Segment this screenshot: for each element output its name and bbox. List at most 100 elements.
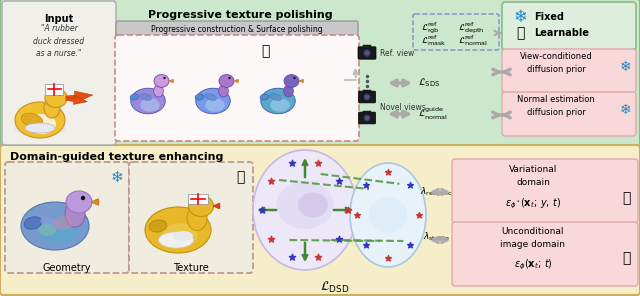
Ellipse shape bbox=[195, 94, 204, 100]
Text: Progressive construction & Surface polishing: Progressive construction & Surface polis… bbox=[151, 25, 323, 35]
Ellipse shape bbox=[284, 85, 293, 97]
FancyBboxPatch shape bbox=[5, 162, 129, 273]
Point bbox=[383, 170, 393, 175]
Text: Geometry: Geometry bbox=[43, 263, 92, 273]
Ellipse shape bbox=[14, 121, 66, 135]
Ellipse shape bbox=[205, 98, 225, 112]
Text: Normal estimation
diffusion prior: Normal estimation diffusion prior bbox=[517, 95, 595, 117]
Ellipse shape bbox=[24, 217, 42, 229]
Ellipse shape bbox=[284, 75, 299, 87]
Point bbox=[405, 243, 415, 247]
FancyArrow shape bbox=[66, 96, 88, 104]
Text: Progressive texture polishing: Progressive texture polishing bbox=[148, 10, 333, 20]
FancyBboxPatch shape bbox=[45, 84, 63, 95]
FancyBboxPatch shape bbox=[452, 159, 638, 223]
Point bbox=[414, 213, 424, 217]
Ellipse shape bbox=[149, 220, 167, 232]
Text: Texture: Texture bbox=[173, 263, 209, 273]
Circle shape bbox=[59, 93, 60, 94]
FancyBboxPatch shape bbox=[0, 145, 640, 295]
FancyBboxPatch shape bbox=[0, 0, 640, 147]
Circle shape bbox=[81, 196, 85, 200]
Text: $\mathcal{L}^{\rm ref}_{\rm depth}$: $\mathcal{L}^{\rm ref}_{\rm depth}$ bbox=[458, 20, 484, 36]
Point bbox=[334, 179, 344, 184]
Circle shape bbox=[203, 200, 207, 204]
Text: $\mathcal{L}_{\rm DSD}$: $\mathcal{L}_{\rm DSD}$ bbox=[321, 280, 349, 295]
Point bbox=[361, 182, 371, 187]
Text: Ref. view: Ref. view bbox=[380, 49, 414, 57]
Ellipse shape bbox=[350, 163, 426, 267]
Text: $\lambda_{\rm stable}$: $\lambda_{\rm stable}$ bbox=[422, 231, 449, 243]
Ellipse shape bbox=[219, 85, 228, 97]
Ellipse shape bbox=[140, 98, 160, 112]
Text: 🔥: 🔥 bbox=[622, 191, 630, 205]
FancyBboxPatch shape bbox=[115, 35, 359, 141]
FancyBboxPatch shape bbox=[363, 45, 371, 48]
Ellipse shape bbox=[205, 94, 216, 100]
Text: $\mathcal{L}^{\rm ref}_{\rm normal}$: $\mathcal{L}^{\rm ref}_{\rm normal}$ bbox=[458, 33, 488, 48]
Ellipse shape bbox=[66, 191, 92, 213]
Wedge shape bbox=[299, 79, 303, 83]
FancyBboxPatch shape bbox=[452, 222, 638, 286]
Ellipse shape bbox=[130, 94, 139, 100]
Text: Variational
domain: Variational domain bbox=[509, 165, 557, 187]
Text: ❄: ❄ bbox=[111, 170, 124, 185]
Wedge shape bbox=[169, 79, 173, 83]
Ellipse shape bbox=[154, 85, 163, 97]
Ellipse shape bbox=[28, 114, 56, 134]
Ellipse shape bbox=[39, 216, 79, 244]
Circle shape bbox=[365, 116, 369, 120]
Point bbox=[287, 255, 297, 259]
Circle shape bbox=[228, 77, 230, 79]
FancyBboxPatch shape bbox=[358, 47, 376, 59]
Ellipse shape bbox=[173, 231, 193, 241]
Ellipse shape bbox=[145, 207, 211, 253]
FancyBboxPatch shape bbox=[116, 21, 358, 39]
Text: $\mathcal{L}^{\rm ref}_{\rm rgb}$: $\mathcal{L}^{\rm ref}_{\rm rgb}$ bbox=[421, 20, 440, 36]
FancyBboxPatch shape bbox=[2, 1, 116, 145]
Text: $\lambda_{\rm realistic}$: $\lambda_{\rm realistic}$ bbox=[420, 186, 452, 198]
Point bbox=[266, 179, 276, 184]
FancyBboxPatch shape bbox=[358, 112, 376, 124]
FancyBboxPatch shape bbox=[358, 91, 376, 103]
FancyBboxPatch shape bbox=[129, 162, 253, 273]
Ellipse shape bbox=[187, 205, 207, 231]
Ellipse shape bbox=[21, 202, 89, 250]
Text: Domain-guided texture enhancing: Domain-guided texture enhancing bbox=[10, 152, 223, 162]
FancyBboxPatch shape bbox=[502, 49, 636, 93]
Ellipse shape bbox=[159, 232, 193, 248]
Point bbox=[383, 255, 393, 260]
Ellipse shape bbox=[369, 197, 407, 233]
FancyBboxPatch shape bbox=[364, 110, 371, 113]
Ellipse shape bbox=[65, 201, 85, 227]
Ellipse shape bbox=[270, 98, 290, 112]
Ellipse shape bbox=[44, 98, 60, 118]
Circle shape bbox=[363, 114, 371, 122]
Text: 🔥: 🔥 bbox=[622, 251, 630, 265]
Text: Fixed: Fixed bbox=[534, 12, 564, 22]
Point bbox=[287, 161, 297, 165]
Text: 🔥: 🔥 bbox=[261, 44, 269, 58]
Text: ❄: ❄ bbox=[620, 60, 632, 74]
Point bbox=[361, 243, 371, 247]
Wedge shape bbox=[213, 203, 220, 209]
Text: $\mathcal{L}^{\rm guide}_{\rm normal}$: $\mathcal{L}^{\rm guide}_{\rm normal}$ bbox=[418, 106, 448, 122]
Text: View-conditioned
diffusion prior: View-conditioned diffusion prior bbox=[520, 52, 593, 74]
Point bbox=[313, 161, 323, 165]
Ellipse shape bbox=[45, 89, 67, 107]
Ellipse shape bbox=[276, 181, 333, 229]
Text: 🔥: 🔥 bbox=[236, 170, 244, 184]
Ellipse shape bbox=[260, 94, 269, 100]
Text: "A rubber
duck dressed
as a nurse.": "A rubber duck dressed as a nurse." bbox=[33, 24, 84, 58]
Ellipse shape bbox=[25, 123, 55, 133]
Ellipse shape bbox=[131, 88, 165, 114]
Point bbox=[257, 207, 268, 212]
Circle shape bbox=[205, 201, 206, 202]
Ellipse shape bbox=[162, 223, 198, 247]
FancyBboxPatch shape bbox=[364, 89, 371, 92]
Ellipse shape bbox=[154, 75, 169, 87]
Circle shape bbox=[57, 92, 61, 96]
Circle shape bbox=[363, 93, 371, 101]
FancyBboxPatch shape bbox=[188, 194, 208, 204]
Wedge shape bbox=[91, 199, 99, 205]
